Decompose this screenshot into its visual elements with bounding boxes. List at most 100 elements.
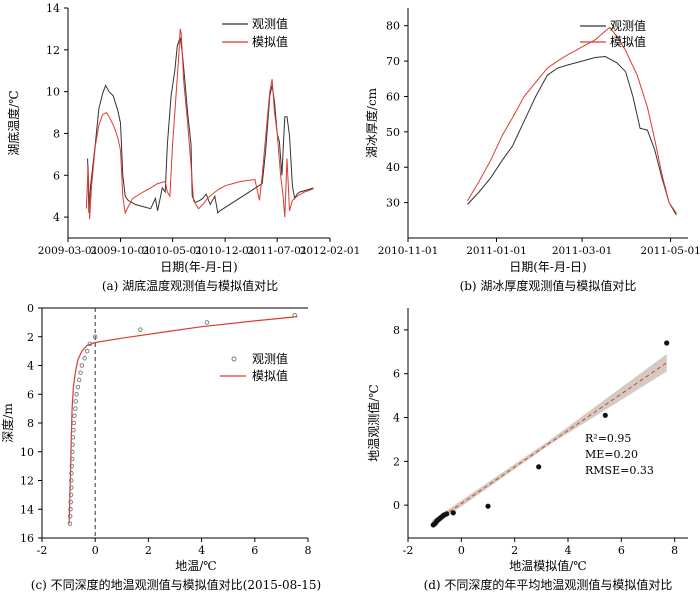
legend-observed-label: 观测值 xyxy=(610,18,646,33)
y-tick-label: 4 xyxy=(393,412,400,425)
data-point xyxy=(664,340,670,346)
observed-point xyxy=(84,348,90,354)
observed-point xyxy=(82,356,87,361)
x-tick-label: 2010-05-01 xyxy=(142,245,203,257)
observed-point xyxy=(69,478,74,483)
y-tick-label: 2 xyxy=(27,331,34,344)
data-point xyxy=(430,522,436,528)
x-tick-label: 0 xyxy=(458,544,465,557)
observed-point xyxy=(70,435,76,440)
x-tick-label: 6 xyxy=(618,544,625,557)
legend-observed-label: 观测值 xyxy=(252,351,288,366)
observed-point xyxy=(70,449,75,455)
x-tick-label: -2 xyxy=(37,544,48,557)
observed-point xyxy=(69,485,74,490)
data-point xyxy=(602,412,608,418)
x-tick-label: 4 xyxy=(565,544,572,557)
panel-a: 2009-03-012009-10-012010-05-012010-12-01… xyxy=(6,2,360,293)
observed-point xyxy=(70,442,75,447)
panel-a-legend: 观测值 模拟值 xyxy=(222,16,288,49)
simulated-series xyxy=(85,28,314,220)
y-tick-label: 12 xyxy=(46,44,60,57)
y-tick-label: 10 xyxy=(46,86,60,99)
x-tick-label: 8 xyxy=(305,544,312,557)
x-tick-label: 2 xyxy=(145,544,152,557)
y-tick-label: 0 xyxy=(27,302,34,315)
observed-point xyxy=(138,327,143,332)
panel-c-legend: 观测值 模拟值 xyxy=(220,351,288,383)
x-tick-label: 2011-07-01 xyxy=(247,245,308,257)
observed-point xyxy=(67,521,73,526)
data-point xyxy=(485,503,491,509)
observed-point xyxy=(69,463,75,469)
panel-b: 2010-11-01 2011-01-01 2011-03-01 2011-05-01… xyxy=(364,8,700,293)
y-tick-label: 14 xyxy=(20,503,34,516)
y-tick-label: 10 xyxy=(20,446,34,459)
observed-point xyxy=(73,406,78,411)
panel-d-ticks: -2 0 2 4 6 8 0 2 4 6 8 xyxy=(393,324,678,557)
confidence-band xyxy=(432,354,667,527)
legend-observed-label: 观测值 xyxy=(252,16,288,31)
observed-point xyxy=(67,514,73,519)
y-tick-label: 0 xyxy=(393,499,400,512)
y-tick-label: 6 xyxy=(53,169,60,182)
y-tick-label: 12 xyxy=(20,475,34,488)
observed-point xyxy=(87,341,93,347)
x-tick-label: 2010-12-01 xyxy=(195,245,256,257)
panel-b-legend: 观测值 模拟值 xyxy=(580,18,646,49)
x-tick-label: 6 xyxy=(251,544,258,557)
observed-point xyxy=(68,499,73,505)
observed-point xyxy=(71,427,76,433)
observed-point xyxy=(73,399,79,404)
panel-a-xlabel: 日期(年-月-日) xyxy=(160,260,237,274)
y-tick-label: 40 xyxy=(386,161,400,174)
y-tick-label: 4 xyxy=(27,360,34,373)
panel-d-rmse: RMSE=0.33 xyxy=(585,464,654,477)
observed-series xyxy=(87,37,314,214)
x-tick-label: 2010-11-01 xyxy=(378,245,439,257)
observed-point xyxy=(69,456,75,462)
panel-a-ylabel: 湖底温度/℃ xyxy=(6,90,21,155)
x-tick-label: 2011-01-01 xyxy=(466,245,527,257)
panel-b-ticks: 2010-11-01 2011-01-01 2011-03-01 2011-05-01… xyxy=(378,20,700,257)
y-tick-label: 8 xyxy=(53,127,60,140)
y-tick-label: 14 xyxy=(46,2,60,15)
observed-point xyxy=(204,320,210,325)
x-tick-label: 8 xyxy=(671,544,678,557)
panel-d-ylabel: 地温观测值/℃ xyxy=(366,384,381,461)
legend-simulated-label: 模拟值 xyxy=(252,34,288,49)
observed-point xyxy=(292,312,297,318)
panel-d-me: ME=0.20 xyxy=(585,448,638,461)
observed-point xyxy=(75,384,81,390)
panel-d: -2 0 2 4 6 8 0 2 4 6 8 R²=0.95 ME=0.20 RMSE=0.33 地… xyxy=(366,308,688,592)
y-tick-label: 6 xyxy=(393,368,400,381)
x-tick-label: -2 xyxy=(403,544,414,557)
fit-line xyxy=(431,362,667,525)
panel-b-caption: (b) 湖冰厚度观测值与模拟值对比 xyxy=(460,278,637,293)
observed-point xyxy=(68,507,73,512)
observed-point xyxy=(79,363,85,368)
observed-point xyxy=(69,471,74,476)
panel-c: -2 0 2 4 6 8 0 2 4 6 8 10 12 14 16 观测值 模拟值 深度/m 地温/℃ (… xyxy=(0,302,321,592)
panel-c-caption: (c) 不同深度的地温观测值与模拟值对比(2015-08-15) xyxy=(31,577,321,592)
panel-a-series xyxy=(85,28,314,220)
y-tick-label: 16 xyxy=(20,532,34,545)
data-point xyxy=(450,510,456,516)
simulated-series xyxy=(68,316,298,524)
panel-c-ticks: -2 0 2 4 6 8 0 2 4 6 8 10 12 14 16 xyxy=(20,302,312,557)
observed-point xyxy=(68,492,74,498)
panel-a-caption: (a) 湖底温度观测值与模拟值对比 xyxy=(102,278,278,293)
observed-series xyxy=(467,55,677,216)
x-tick-label: 2011-05-01 xyxy=(640,245,700,257)
y-tick-label: 2 xyxy=(393,455,400,468)
x-tick-label: 2012-02-01 xyxy=(300,245,361,257)
x-tick-label: 2 xyxy=(511,544,518,557)
y-tick-label: 80 xyxy=(386,20,400,33)
y-tick-label: 8 xyxy=(393,324,400,337)
panel-b-xlabel: 日期(年-月-日) xyxy=(509,260,586,274)
x-tick-label: 2011-03-01 xyxy=(552,245,613,257)
panel-d-series xyxy=(430,340,670,528)
y-tick-label: 50 xyxy=(386,126,400,139)
observed-point xyxy=(71,420,77,426)
